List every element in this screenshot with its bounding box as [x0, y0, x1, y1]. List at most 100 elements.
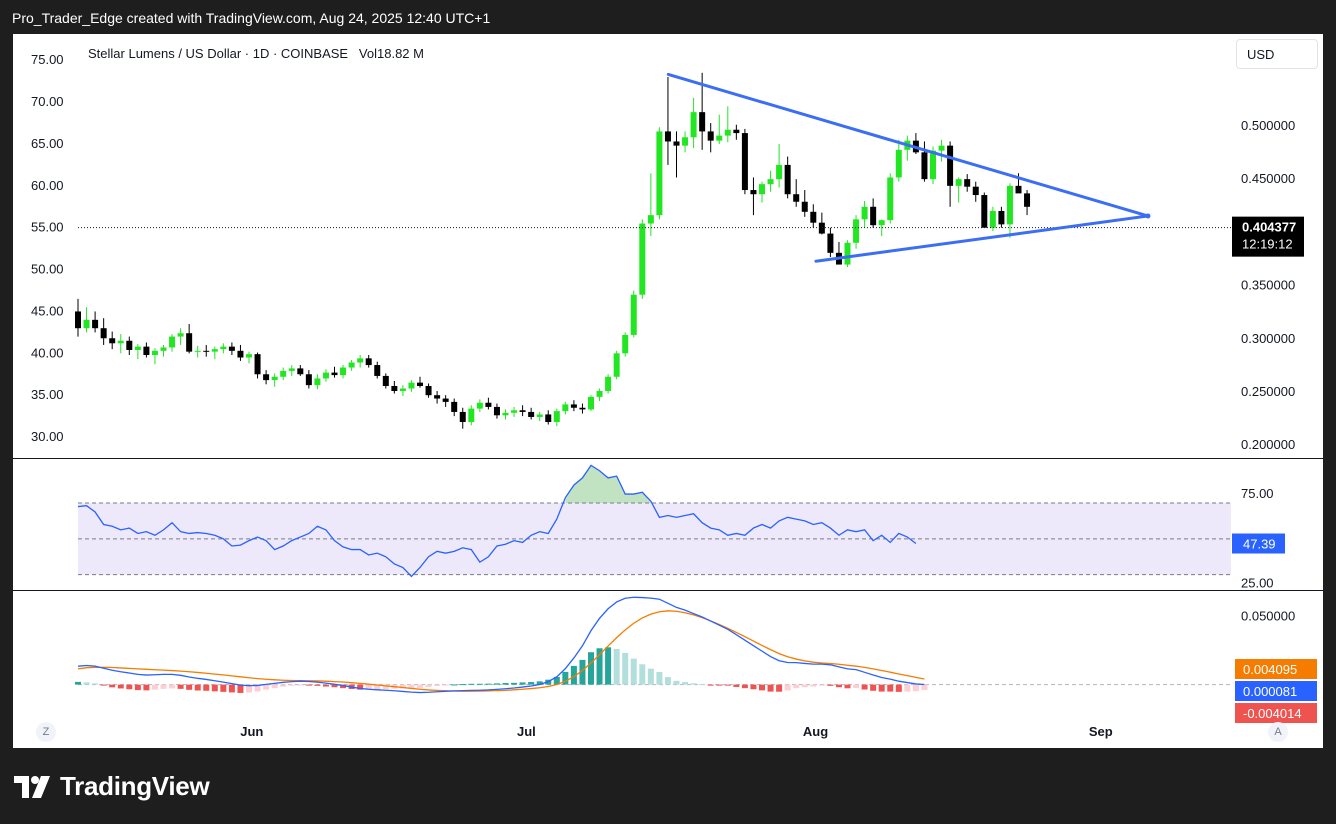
- left-axis-tick-label: 50.00: [31, 262, 64, 277]
- candle-body: [228, 346, 235, 351]
- left-axis-tick-label: 30.00: [31, 429, 64, 444]
- candle-body: [203, 350, 210, 352]
- candle-body: [793, 194, 800, 202]
- macd-histogram-value-label: -0.004014: [1243, 706, 1302, 721]
- candle-body: [237, 350, 244, 358]
- macd-histogram-bar: [151, 684, 158, 690]
- macd-histogram-bar: [203, 684, 210, 691]
- macd-histogram-bar: [870, 684, 877, 691]
- macd-histogram-bar: [793, 684, 800, 689]
- macd-histogram-bar: [724, 684, 731, 686]
- macd-histogram-bar: [280, 684, 287, 687]
- chart-panel[interactable]: 75.00 70.00 65.00 60.00 55.00 50.00 45.00 40.00…: [13, 34, 1323, 748]
- candle-body: [459, 411, 466, 422]
- macd-histogram-bar: [117, 684, 124, 689]
- candle-body: [630, 294, 637, 335]
- candle-body: [391, 385, 398, 392]
- macd-histogram-bar: [536, 681, 543, 685]
- candle-body: [947, 145, 954, 186]
- macd-histogram-bar: [690, 683, 697, 685]
- candle-body: [151, 350, 158, 355]
- candle-body: [493, 406, 500, 416]
- left-axis-tick-label: 70.00: [31, 94, 64, 109]
- macd-histogram-bar: [468, 683, 475, 685]
- macd-histogram-bar: [904, 684, 911, 692]
- candle-body: [126, 340, 133, 350]
- volume-value: Vol18.82 M: [358, 46, 424, 61]
- macd-histogram-bar: [442, 684, 449, 686]
- macd-histogram-bar: [297, 684, 304, 686]
- macd-histogram-bar: [417, 684, 423, 688]
- macd-histogram-bar: [271, 684, 278, 689]
- macd-histogram-bar: [160, 684, 167, 689]
- time-axis-tick-label: Jun: [240, 724, 263, 739]
- right-axis-tick-label: 0.450000: [1241, 171, 1295, 186]
- candle-body: [451, 401, 458, 412]
- candle-body: [519, 410, 526, 412]
- macd-histogram-bar: [220, 684, 227, 692]
- candle-body: [759, 184, 765, 195]
- rsi-pane[interactable]: 75.00 25.00 47.39: [77, 464, 1285, 591]
- symbol-legend[interactable]: Stellar Lumens / US Dollar · 1D · COINBA…: [88, 46, 424, 61]
- macd-histogram-bar: [878, 684, 885, 692]
- macd-axis-tick-label: 0.050000: [1241, 608, 1295, 623]
- macd-histogram-bar: [776, 684, 783, 692]
- candle-body: [767, 179, 774, 185]
- auto-zoom-left-button[interactable]: Z: [36, 722, 56, 742]
- macd-histogram-bar: [605, 647, 612, 685]
- candle-body: [160, 347, 167, 351]
- macd-histogram-bar: [528, 682, 535, 685]
- macd-signal-value-label: 0.004095: [1243, 662, 1297, 677]
- time-axis[interactable]: Jun Jul Aug Sep: [240, 724, 1113, 739]
- candle-body: [699, 112, 706, 132]
- chart-svg[interactable]: 75.00 70.00 65.00 60.00 55.00 50.00 45.00 40.00…: [13, 34, 1323, 748]
- candle-body: [425, 385, 432, 396]
- candle-body: [724, 129, 731, 136]
- candle-body: [417, 382, 423, 386]
- macd-histogram-bar: [853, 684, 860, 689]
- macd-histogram-bar: [699, 683, 706, 685]
- macd-histogram-bar: [895, 684, 902, 692]
- macd-value-label-bg: [1235, 681, 1317, 702]
- macd-histogram-bar: [759, 684, 765, 691]
- candle-body: [357, 358, 364, 363]
- macd-histogram-bar: [374, 684, 381, 690]
- time-axis-tick-label: Sep: [1089, 724, 1113, 739]
- macd-histogram-bar: [818, 684, 825, 686]
- rsi-line: [77, 464, 917, 578]
- currency-button[interactable]: USD: [1236, 39, 1318, 69]
- macd-histogram-bar: [553, 676, 560, 685]
- macd-histogram-bar: [664, 677, 671, 685]
- macd-histogram-bar: [186, 684, 193, 690]
- candle-body: [305, 374, 312, 386]
- macd-histogram-bar: [288, 684, 295, 686]
- candle-body: [1024, 193, 1031, 207]
- tradingview-brand[interactable]: TradingView: [14, 771, 210, 802]
- candle-body: [434, 395, 441, 399]
- left-axis-tick-label: 40.00: [31, 345, 64, 360]
- candle-body: [511, 410, 518, 413]
- candle-body: [989, 210, 996, 228]
- auto-scale-button[interactable]: A: [1268, 722, 1288, 742]
- macd-histogram-bar: [92, 683, 99, 685]
- macd-histogram-bar: [596, 648, 603, 685]
- candle-body: [1015, 185, 1022, 194]
- macd-histogram-value-label-bg: [1235, 703, 1317, 724]
- candle-body: [476, 402, 483, 409]
- candle-body: [134, 346, 141, 350]
- macd-histogram-bar: [75, 681, 81, 685]
- candle-body: [870, 206, 877, 226]
- price-pane[interactable]: 75.00 70.00 65.00 60.00 55.00 50.00 45.00 40.00…: [31, 52, 1304, 452]
- candle-body: [562, 404, 569, 412]
- macd-histogram-bar: [622, 652, 629, 685]
- macd-histogram-bar: [237, 684, 244, 693]
- macd-pane[interactable]: 0.050000 0.004095 0.000081 -0.004014: [75, 596, 1317, 724]
- candle-body: [981, 195, 988, 228]
- macd-histogram-bar: [656, 672, 663, 685]
- candle-body: [733, 129, 740, 134]
- candle-body: [707, 131, 714, 141]
- macd-histogram-bar: [511, 682, 518, 685]
- candle-body: [682, 137, 689, 146]
- time-axis-tick-label: Aug: [803, 724, 828, 739]
- macd-histogram-bar: [83, 682, 90, 685]
